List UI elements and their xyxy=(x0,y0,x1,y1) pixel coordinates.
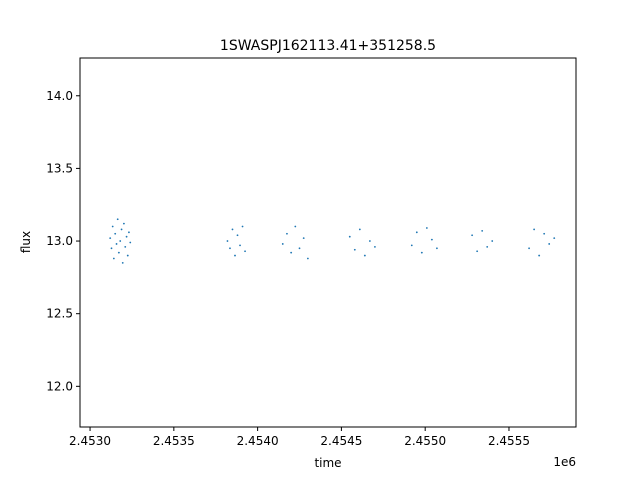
scatter-point xyxy=(114,232,117,235)
scatter-point xyxy=(302,237,305,240)
scatter-point xyxy=(481,229,484,232)
scatter-point xyxy=(286,232,288,235)
scatter-point xyxy=(119,240,122,242)
scatter-point xyxy=(353,248,356,251)
scatter-point xyxy=(236,234,239,237)
scatter-point xyxy=(410,244,413,247)
scatter-point xyxy=(430,238,433,241)
scatter-point xyxy=(294,225,297,228)
scatter-point xyxy=(491,240,494,242)
y-axis-label: flux xyxy=(19,231,33,253)
x-tick-label: 2.4530 xyxy=(69,434,111,448)
scatter-point xyxy=(290,251,293,254)
scatter-point xyxy=(244,250,246,253)
scatter-point xyxy=(124,245,127,248)
scatter-point xyxy=(538,254,541,257)
scatter-point xyxy=(241,225,244,228)
scatter-point xyxy=(298,247,301,250)
x-axis: 2.4530 2.4535 2.4540 2.4545 2.4550 2.4555 xyxy=(69,427,530,448)
scatter-point xyxy=(234,254,236,257)
scatter-point xyxy=(281,243,284,245)
scatter-point xyxy=(125,235,128,238)
scatter-point xyxy=(111,225,114,228)
scatter-point xyxy=(425,227,428,229)
scatter-point xyxy=(239,244,241,247)
x-offset-label: 1e6 xyxy=(553,455,576,469)
y-tick-label: 14.0 xyxy=(46,89,73,103)
scatter-point xyxy=(120,228,123,231)
scatter-point xyxy=(110,247,113,250)
scatter-point xyxy=(123,222,125,225)
x-tick-label: 2.4535 xyxy=(153,434,195,448)
x-axis-label: time xyxy=(314,456,341,470)
x-tick-label: 2.4545 xyxy=(320,434,362,448)
plot-frame xyxy=(79,57,577,428)
x-tick-label: 2.4540 xyxy=(237,434,279,448)
chart-title: 1SWASPJ162113.41+351258.5 xyxy=(220,38,436,54)
scatter-point xyxy=(117,251,120,254)
scatter-point xyxy=(115,243,118,245)
scatter-point xyxy=(348,235,351,238)
y-tick-label: 12.0 xyxy=(46,379,73,393)
scatter-point xyxy=(486,245,489,248)
scatter-point xyxy=(420,251,423,254)
scatter-point xyxy=(415,231,418,234)
scatter-point xyxy=(543,232,546,235)
scatter-point xyxy=(374,245,376,248)
y-axis: 12.0 12.5 13.0 13.5 14.0 xyxy=(46,89,80,393)
scatter-point xyxy=(533,228,536,231)
scatter-point xyxy=(226,240,229,242)
scatter-point xyxy=(229,247,231,250)
scatter-point xyxy=(129,241,132,244)
scatter-point xyxy=(528,247,530,250)
scatter-point xyxy=(368,240,371,242)
x-tick-label: 2.4555 xyxy=(488,434,530,448)
scatter-point xyxy=(358,228,361,231)
y-tick-label: 12.5 xyxy=(46,307,73,321)
scatter-points xyxy=(109,218,556,264)
scatter-point xyxy=(121,261,124,264)
scatter-point xyxy=(363,254,366,257)
x-tick-label: 2.4550 xyxy=(404,434,446,448)
scatter-point xyxy=(126,254,129,257)
scatter-point xyxy=(553,237,556,240)
scatter-point xyxy=(128,231,130,234)
scatter-point xyxy=(231,228,234,231)
scatter-point xyxy=(436,247,438,250)
y-tick-label: 13.5 xyxy=(46,161,73,175)
scatter-point xyxy=(306,257,309,260)
y-tick-label: 13.0 xyxy=(46,234,73,248)
scatter-point xyxy=(548,243,551,245)
scatter-point xyxy=(109,237,112,240)
scatter-point xyxy=(476,250,479,253)
scatter-point xyxy=(116,218,119,221)
scatter-point xyxy=(471,234,474,237)
scatter-point xyxy=(112,257,115,260)
